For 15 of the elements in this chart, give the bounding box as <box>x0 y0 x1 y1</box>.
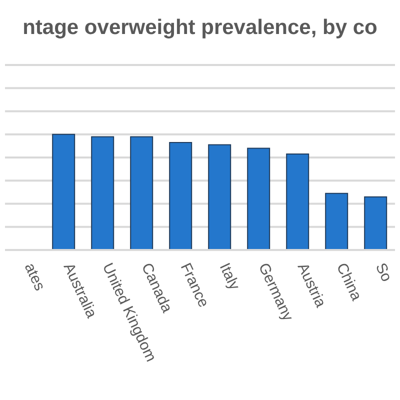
x-tick-label: ates <box>20 260 48 294</box>
bar <box>91 136 114 250</box>
x-tick-label: So <box>372 260 396 284</box>
bar <box>169 142 192 250</box>
x-tick-label: France <box>176 260 212 310</box>
bar <box>247 148 270 250</box>
bar <box>325 192 348 250</box>
x-tick-label: Italy <box>216 260 244 294</box>
chart-title: ntage overweight prevalence, by co <box>22 15 378 41</box>
bar <box>364 196 388 250</box>
bar <box>130 136 154 250</box>
x-tick-label: China <box>332 260 366 304</box>
bar <box>208 144 232 250</box>
bar <box>52 134 76 250</box>
bar <box>286 154 310 250</box>
